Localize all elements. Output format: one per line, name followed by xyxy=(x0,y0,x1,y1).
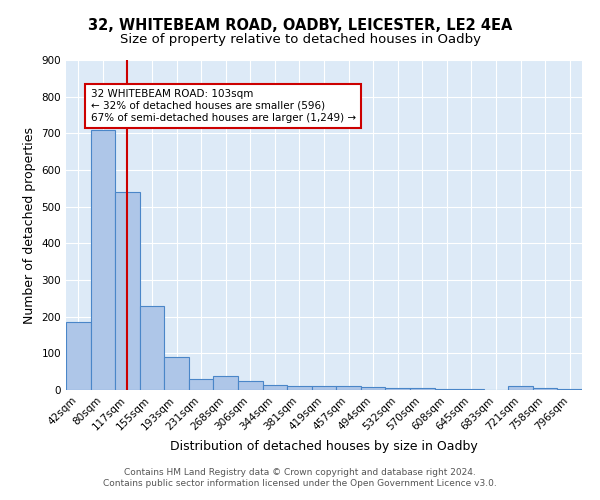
Bar xyxy=(434,389,459,390)
Bar xyxy=(336,386,361,390)
Bar xyxy=(140,306,164,390)
Bar xyxy=(533,388,557,390)
Bar xyxy=(66,322,91,390)
Y-axis label: Number of detached properties: Number of detached properties xyxy=(23,126,36,324)
Bar xyxy=(115,192,140,390)
Text: 32, WHITEBEAM ROAD, OADBY, LEICESTER, LE2 4EA: 32, WHITEBEAM ROAD, OADBY, LEICESTER, LE… xyxy=(88,18,512,32)
Bar xyxy=(410,388,434,390)
Bar xyxy=(312,386,336,390)
Bar xyxy=(91,130,115,390)
Text: 32 WHITEBEAM ROAD: 103sqm
← 32% of detached houses are smaller (596)
67% of semi: 32 WHITEBEAM ROAD: 103sqm ← 32% of detac… xyxy=(91,90,356,122)
Bar xyxy=(263,384,287,390)
Bar xyxy=(361,387,385,390)
Bar xyxy=(287,386,312,390)
Bar xyxy=(189,379,214,390)
Text: Size of property relative to detached houses in Oadby: Size of property relative to detached ho… xyxy=(119,32,481,46)
Bar xyxy=(214,376,238,390)
X-axis label: Distribution of detached houses by size in Oadby: Distribution of detached houses by size … xyxy=(170,440,478,453)
Bar xyxy=(238,381,263,390)
Text: Contains HM Land Registry data © Crown copyright and database right 2024.
Contai: Contains HM Land Registry data © Crown c… xyxy=(103,468,497,487)
Bar xyxy=(164,357,189,390)
Bar xyxy=(508,386,533,390)
Bar xyxy=(385,388,410,390)
